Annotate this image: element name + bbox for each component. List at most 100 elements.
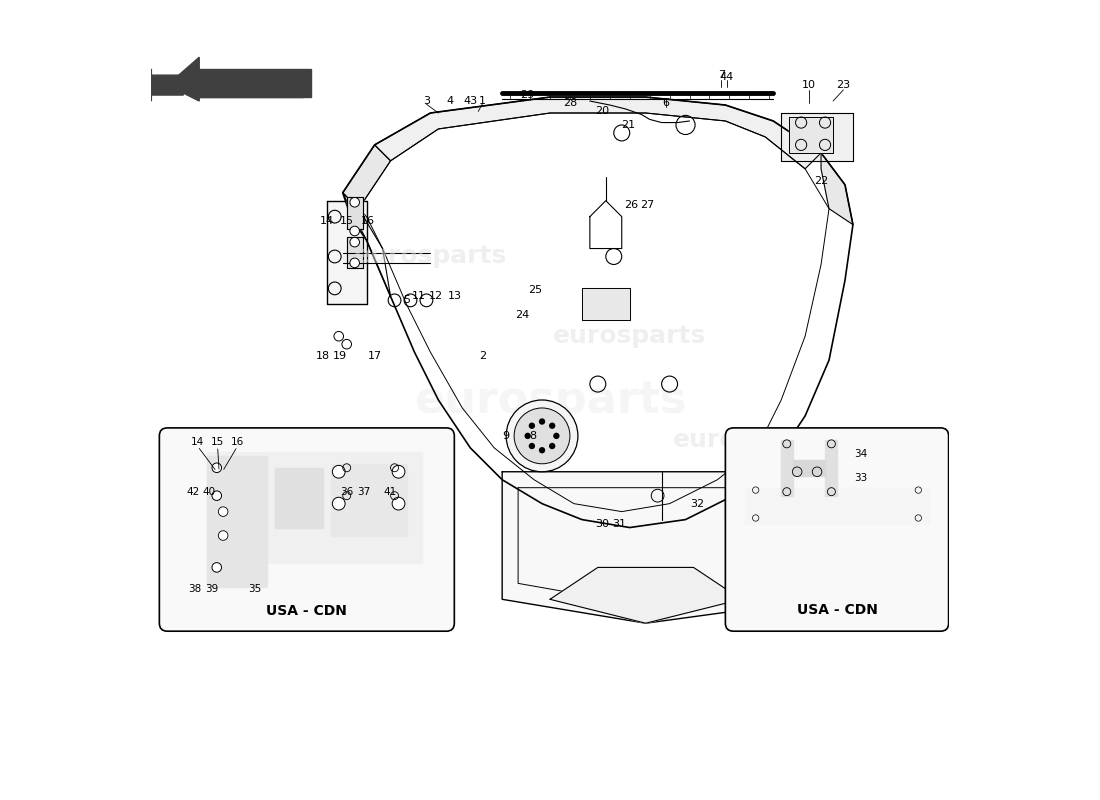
Circle shape — [506, 400, 578, 472]
Text: 31: 31 — [613, 518, 626, 529]
Polygon shape — [346, 197, 363, 229]
Text: 15: 15 — [211, 438, 224, 447]
Text: USA - CDN: USA - CDN — [796, 602, 878, 617]
Text: 32: 32 — [691, 498, 704, 509]
Polygon shape — [746, 488, 928, 523]
Circle shape — [350, 226, 360, 236]
Polygon shape — [781, 440, 793, 496]
Text: 6: 6 — [662, 98, 669, 109]
Text: 22: 22 — [814, 176, 828, 186]
FancyBboxPatch shape — [725, 428, 948, 631]
Circle shape — [525, 433, 531, 439]
Text: USA - CDN: USA - CDN — [266, 604, 348, 618]
Circle shape — [529, 443, 535, 450]
Text: eurosparts: eurosparts — [553, 324, 706, 348]
Text: 1: 1 — [478, 96, 486, 106]
Polygon shape — [327, 201, 366, 304]
Text: 29: 29 — [520, 90, 535, 101]
Polygon shape — [343, 145, 390, 209]
Text: 28: 28 — [563, 98, 578, 109]
FancyArrow shape — [128, 69, 184, 101]
Circle shape — [514, 408, 570, 464]
Text: 7: 7 — [718, 70, 725, 80]
Text: 12: 12 — [429, 291, 443, 302]
Circle shape — [539, 447, 546, 454]
Text: 40: 40 — [202, 486, 216, 497]
Circle shape — [219, 507, 228, 516]
Text: 20: 20 — [595, 106, 609, 117]
FancyBboxPatch shape — [160, 428, 454, 631]
Text: 13: 13 — [448, 291, 461, 302]
Text: 34: 34 — [855, 450, 868, 459]
Text: 36: 36 — [340, 486, 353, 497]
Text: 27: 27 — [640, 200, 654, 210]
Text: 5: 5 — [403, 295, 410, 306]
Circle shape — [392, 498, 405, 510]
Polygon shape — [503, 472, 821, 623]
Text: eurosparts: eurosparts — [354, 245, 507, 269]
Text: 33: 33 — [855, 473, 868, 483]
Polygon shape — [207, 456, 267, 587]
Polygon shape — [375, 97, 821, 169]
Text: eurosparts: eurosparts — [414, 378, 686, 422]
Circle shape — [350, 258, 360, 268]
Text: 17: 17 — [367, 351, 382, 361]
Polygon shape — [199, 69, 311, 97]
Text: 23: 23 — [836, 80, 850, 90]
Text: 18: 18 — [316, 351, 330, 361]
Text: 11: 11 — [411, 291, 426, 302]
Polygon shape — [781, 113, 852, 161]
Polygon shape — [275, 468, 322, 527]
Circle shape — [392, 466, 405, 478]
Text: 14: 14 — [191, 438, 205, 447]
Circle shape — [212, 491, 221, 501]
Circle shape — [212, 562, 221, 572]
Polygon shape — [821, 153, 852, 225]
Text: 26: 26 — [625, 200, 638, 210]
Text: 8: 8 — [529, 431, 536, 441]
Circle shape — [332, 498, 345, 510]
Polygon shape — [793, 460, 825, 476]
Text: 16: 16 — [361, 216, 375, 226]
Polygon shape — [346, 237, 363, 269]
Text: 38: 38 — [188, 584, 202, 594]
Text: 10: 10 — [802, 80, 816, 90]
Circle shape — [549, 443, 556, 450]
Text: 15: 15 — [340, 216, 354, 226]
Text: 16: 16 — [231, 438, 244, 447]
Polygon shape — [331, 464, 407, 535]
Text: 24: 24 — [515, 310, 529, 320]
Polygon shape — [550, 567, 741, 623]
Circle shape — [219, 530, 228, 540]
Text: 25: 25 — [529, 285, 542, 295]
Text: 9: 9 — [503, 431, 509, 441]
Text: 39: 39 — [206, 584, 219, 594]
Circle shape — [332, 466, 345, 478]
Text: 3: 3 — [422, 96, 430, 106]
Text: 30: 30 — [595, 518, 608, 529]
Text: 37: 37 — [358, 486, 371, 497]
Text: 21: 21 — [621, 120, 635, 130]
Text: eurosparts: eurosparts — [673, 428, 826, 452]
Circle shape — [549, 422, 556, 429]
Text: 44: 44 — [719, 72, 734, 82]
Polygon shape — [582, 288, 629, 320]
Circle shape — [529, 422, 535, 429]
Text: 35: 35 — [249, 584, 262, 594]
Circle shape — [539, 418, 546, 425]
Text: 14: 14 — [320, 216, 333, 226]
Text: 19: 19 — [333, 351, 348, 361]
Circle shape — [212, 463, 221, 473]
Circle shape — [553, 433, 560, 439]
Text: 2: 2 — [478, 351, 486, 361]
Polygon shape — [199, 73, 302, 97]
Text: 4: 4 — [447, 96, 454, 106]
Polygon shape — [789, 117, 833, 153]
Text: 42: 42 — [186, 486, 199, 497]
Text: 43: 43 — [463, 96, 477, 106]
Circle shape — [350, 238, 360, 247]
Polygon shape — [825, 440, 837, 496]
Text: 41: 41 — [384, 486, 397, 497]
Polygon shape — [207, 452, 422, 563]
Polygon shape — [167, 57, 199, 101]
